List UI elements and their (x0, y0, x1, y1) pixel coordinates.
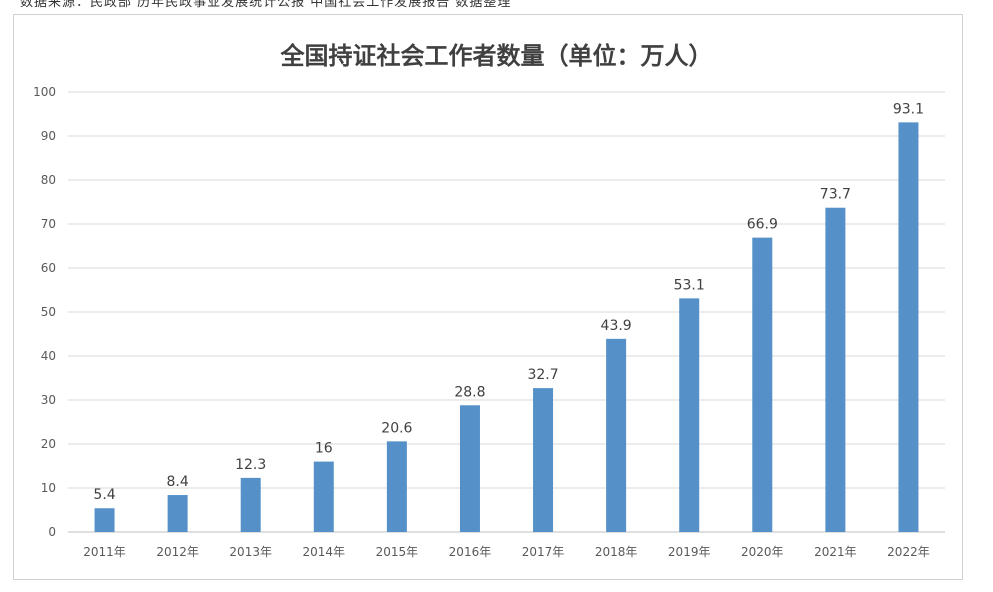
bar (898, 122, 919, 533)
x-tick-label: 2012年 (156, 545, 199, 559)
bar-value-label: 12.3 (235, 457, 266, 473)
x-tick-label: 2013年 (229, 545, 272, 559)
y-tick-label: 0 (48, 525, 56, 539)
data-labels: 5.4 8.4 12.3 16 20.6 28.8 32.7 43.9 53.1 66.9 73.7… (93, 101, 924, 503)
x-tick-label: 2016年 (449, 545, 492, 559)
bar-value-label: 43.9 (601, 318, 632, 334)
bar (679, 298, 700, 532)
bar-value-label: 66.9 (747, 217, 778, 233)
x-tick-label: 2022年 (887, 545, 930, 559)
bar-value-label: 5.4 (93, 487, 115, 503)
bar (240, 477, 261, 532)
bar-value-label: 93.1 (893, 101, 924, 117)
y-tick-label: 80 (41, 173, 56, 187)
bar-value-label: 16 (315, 441, 333, 457)
cropped-header-caption: 数据来源：民政部 历年民政事业发展统计公报 中国社会工作发展报告 数据整理 (20, 0, 512, 10)
bar (386, 441, 407, 532)
bar (459, 405, 480, 532)
bar-value-label: 53.1 (674, 277, 705, 293)
bar-value-label: 73.7 (820, 187, 851, 203)
x-tick-label: 2015年 (376, 545, 419, 559)
bar (167, 495, 188, 532)
y-tick-label: 90 (41, 129, 56, 143)
x-tick-label: 2021年 (814, 545, 857, 559)
x-axis-ticks: 2011年 2012年 2013年 2014年 2015年 2016年 2017年 2018年… (83, 545, 929, 559)
x-tick-label: 2014年 (303, 545, 346, 559)
y-tick-label: 10 (41, 481, 56, 495)
cropped-header-text: 数据来源：民政部 历年民政事业发展统计公报 中国社会工作发展报告 数据整理 (0, 0, 993, 10)
x-tick-label: 2020年 (741, 545, 784, 559)
chart-title: 全国持证社会工作者数量（单位：万人） (280, 41, 713, 70)
y-tick-label: 40 (41, 349, 56, 363)
x-tick-label: 2017年 (522, 545, 565, 559)
y-tick-label: 30 (41, 393, 56, 407)
x-tick-label: 2011年 (83, 545, 126, 559)
bar-value-label: 8.4 (166, 474, 188, 490)
bar-value-label: 20.6 (381, 420, 412, 436)
y-axis-ticks: 0 10 20 30 40 50 60 70 80 90 100 (33, 85, 56, 539)
bar (606, 338, 627, 532)
x-tick-label: 2019年 (668, 545, 711, 559)
bar-value-label: 32.7 (527, 367, 558, 383)
y-tick-label: 100 (33, 85, 56, 99)
bar (94, 508, 115, 532)
y-tick-label: 50 (41, 305, 56, 319)
chart-frame (13, 14, 963, 580)
bar (825, 207, 846, 532)
y-tick-label: 20 (41, 437, 56, 451)
grid-lines (68, 91, 945, 533)
y-tick-label: 70 (41, 217, 56, 231)
bar (752, 237, 773, 532)
bar (313, 461, 334, 532)
x-tick-label: 2018年 (595, 545, 638, 559)
bars (94, 122, 919, 533)
y-tick-label: 60 (41, 261, 56, 275)
bar-value-label: 28.8 (454, 384, 485, 400)
bar (533, 388, 554, 532)
